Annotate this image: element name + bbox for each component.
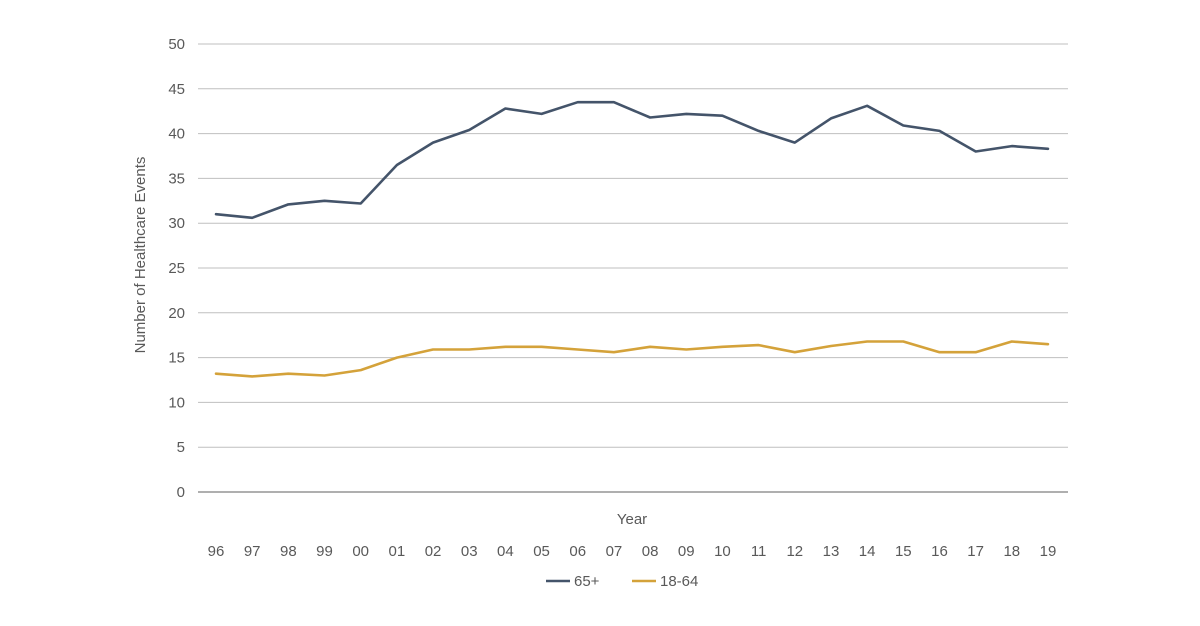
x-tick-label: 06 [569, 543, 586, 560]
y-tick-label: 45 [168, 81, 185, 98]
x-tick-label: 04 [497, 543, 514, 560]
x-axis-title: Year [617, 511, 647, 528]
x-tick-label: 00 [352, 543, 369, 560]
y-tick-label: 50 [168, 36, 185, 53]
legend-label: 65+ [574, 573, 600, 590]
y-axis-ticks: 0 5 10 15 20 25 30 35 40 45 50 [168, 36, 185, 501]
y-tick-label: 15 [168, 350, 185, 367]
x-tick-label: 08 [642, 543, 659, 560]
x-tick-label: 03 [461, 543, 478, 560]
gridlines [198, 43, 1068, 493]
x-tick-label: 14 [859, 543, 876, 560]
x-tick-label: 99 [316, 543, 333, 560]
x-tick-label: 17 [967, 543, 984, 560]
x-tick-label: 12 [786, 543, 803, 560]
x-tick-label: 01 [389, 543, 406, 560]
x-axis-ticks: 96 97 98 99 00 01 02 03 04 05 06 07 08 09 10 11 12 13 14 15… [208, 543, 1057, 560]
x-tick-label: 96 [208, 543, 225, 560]
x-tick-label: 97 [244, 543, 261, 560]
y-tick-label: 40 [168, 126, 185, 143]
x-tick-label: 18 [1003, 543, 1020, 560]
series-line-age-65-plus [214, 100, 1050, 220]
x-tick-label: 16 [931, 543, 948, 560]
y-tick-label: 35 [168, 170, 185, 187]
legend: 65+ 18-64 [546, 573, 698, 590]
y-tick-label: 20 [168, 305, 185, 322]
y-axis-title: Number of Healthcare Events [132, 157, 149, 354]
x-tick-label: 15 [895, 543, 912, 560]
x-tick-label: 02 [425, 543, 442, 560]
x-tick-label: 09 [678, 543, 695, 560]
x-tick-label: 98 [280, 543, 297, 560]
series-line-age-18-64 [214, 340, 1050, 378]
y-tick-label: 30 [168, 215, 185, 232]
x-tick-label: 10 [714, 543, 731, 560]
y-tick-label: 5 [177, 439, 185, 456]
legend-label: 18-64 [660, 573, 698, 590]
series-lines [214, 100, 1050, 378]
y-tick-label: 0 [177, 484, 185, 501]
x-tick-label: 07 [606, 543, 623, 560]
y-tick-label: 25 [168, 260, 185, 277]
x-tick-label: 13 [823, 543, 840, 560]
x-tick-label: 19 [1040, 543, 1057, 560]
x-tick-label: 11 [751, 543, 767, 560]
x-tick-label: 05 [533, 543, 550, 560]
y-tick-label: 10 [168, 394, 185, 411]
